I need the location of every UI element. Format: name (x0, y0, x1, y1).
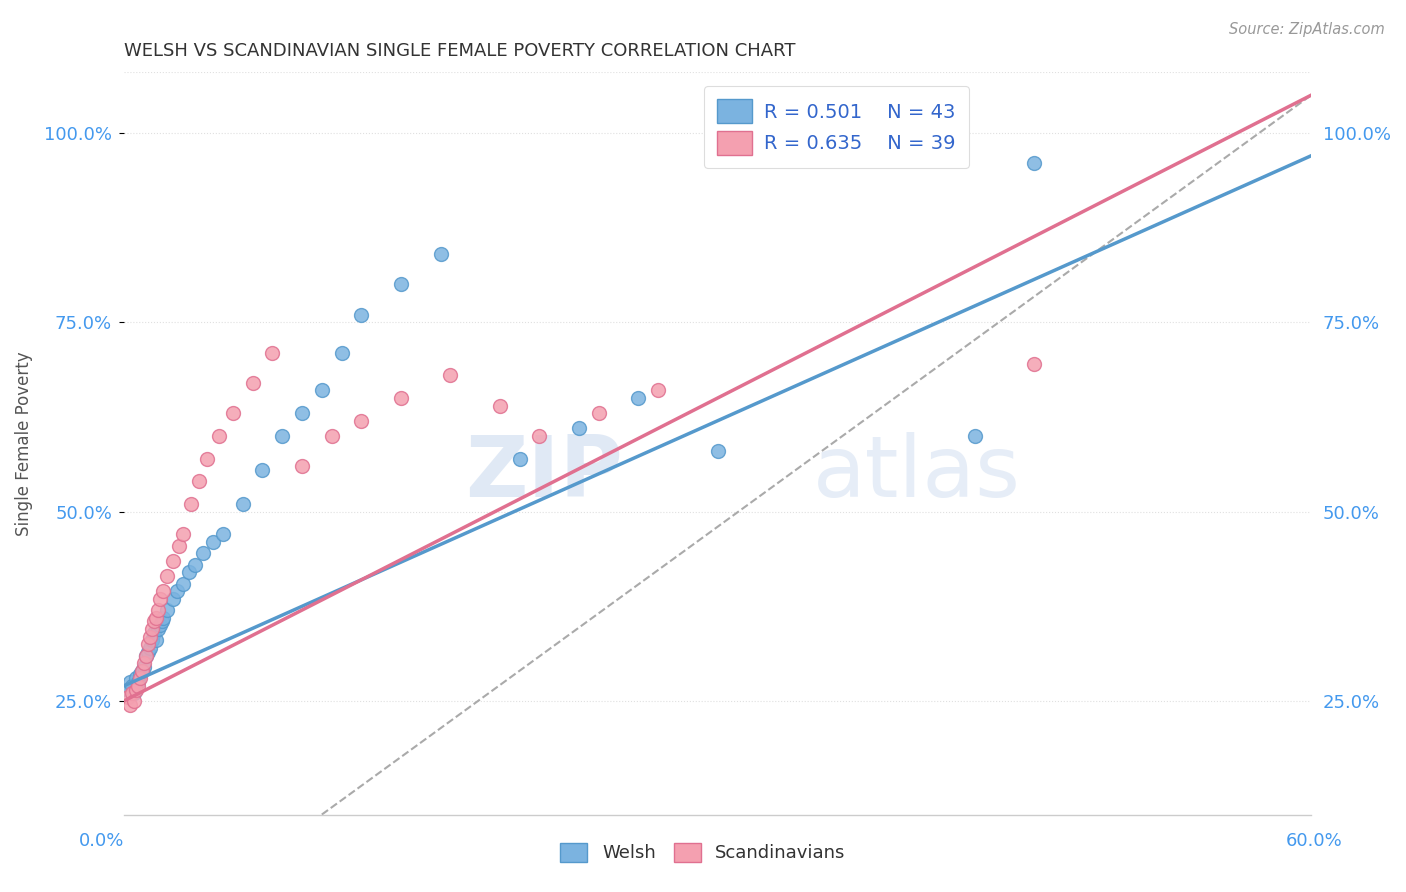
Point (121, 679, 143, 693)
Point (118, 675, 141, 690)
Point (152, 584, 174, 599)
Point (125, 671, 148, 685)
Point (156, 603, 179, 617)
Point (150, 615, 173, 629)
Point (627, 391, 650, 405)
Point (148, 618, 170, 632)
Point (271, 429, 294, 443)
Point (138, 630, 160, 644)
Point (127, 679, 149, 693)
Point (152, 610, 174, 624)
Point (122, 694, 145, 708)
Point (131, 664, 153, 678)
Point (568, 421, 591, 435)
Text: 0.0%: 0.0% (79, 832, 124, 850)
Point (509, 451, 531, 466)
Point (208, 429, 231, 443)
Point (232, 497, 254, 511)
Point (252, 463, 274, 477)
Point (145, 633, 167, 648)
Point (162, 591, 184, 606)
Point (138, 640, 160, 655)
Point (291, 406, 314, 420)
Point (489, 399, 512, 413)
Text: 60.0%: 60.0% (1286, 832, 1343, 850)
Point (128, 667, 150, 681)
Point (131, 664, 153, 678)
Point (166, 584, 188, 599)
Point (132, 656, 155, 670)
Point (136, 637, 159, 651)
Point (1024, 156, 1046, 170)
Point (142, 625, 165, 640)
Point (148, 591, 170, 606)
Text: atlas: atlas (813, 432, 1021, 515)
Point (121, 686, 143, 700)
Point (146, 622, 169, 636)
Point (647, 384, 669, 398)
Point (169, 539, 191, 553)
Point (191, 546, 214, 560)
Point (125, 682, 148, 697)
Point (222, 406, 245, 420)
Point (242, 376, 264, 390)
Point (118, 698, 141, 712)
Point (117, 682, 139, 697)
Legend: R = 0.501    N = 43, R = 0.635    N = 39: R = 0.501 N = 43, R = 0.635 N = 39 (703, 86, 969, 169)
Point (389, 277, 412, 292)
Point (132, 660, 155, 674)
Point (162, 554, 184, 568)
Point (179, 566, 201, 580)
Legend: Welsh, Scandinavians: Welsh, Scandinavians (553, 836, 853, 870)
Point (127, 675, 149, 690)
Point (172, 576, 194, 591)
Point (195, 451, 218, 466)
Point (429, 247, 451, 261)
Text: Source: ZipAtlas.com: Source: ZipAtlas.com (1229, 22, 1385, 37)
Point (321, 429, 343, 443)
Point (128, 671, 150, 685)
Point (1024, 357, 1046, 371)
Point (122, 686, 145, 700)
Point (136, 645, 159, 659)
Point (389, 391, 412, 405)
Point (291, 459, 314, 474)
Point (212, 527, 235, 541)
Point (201, 535, 224, 549)
Point (188, 475, 211, 489)
Point (156, 569, 179, 583)
Y-axis label: Single Female Poverty: Single Female Poverty (15, 351, 32, 536)
Point (135, 648, 157, 663)
Point (117, 690, 139, 705)
Point (172, 527, 194, 541)
Point (963, 429, 986, 443)
Point (311, 384, 333, 398)
Point (588, 406, 610, 420)
Point (184, 558, 207, 572)
Point (439, 368, 461, 383)
Point (350, 414, 373, 428)
Point (141, 622, 163, 636)
Point (141, 633, 163, 648)
Point (706, 444, 728, 458)
Point (529, 429, 551, 443)
Point (180, 497, 202, 511)
Text: WELSH VS SCANDINAVIAN SINGLE FEMALE POVERTY CORRELATION CHART: WELSH VS SCANDINAVIAN SINGLE FEMALE POVE… (124, 42, 796, 60)
Point (330, 345, 353, 359)
Point (145, 610, 167, 624)
Point (135, 648, 157, 663)
Point (146, 603, 169, 617)
Point (142, 615, 165, 629)
Point (350, 308, 373, 322)
Point (262, 345, 284, 359)
Text: ZIP: ZIP (465, 432, 623, 515)
